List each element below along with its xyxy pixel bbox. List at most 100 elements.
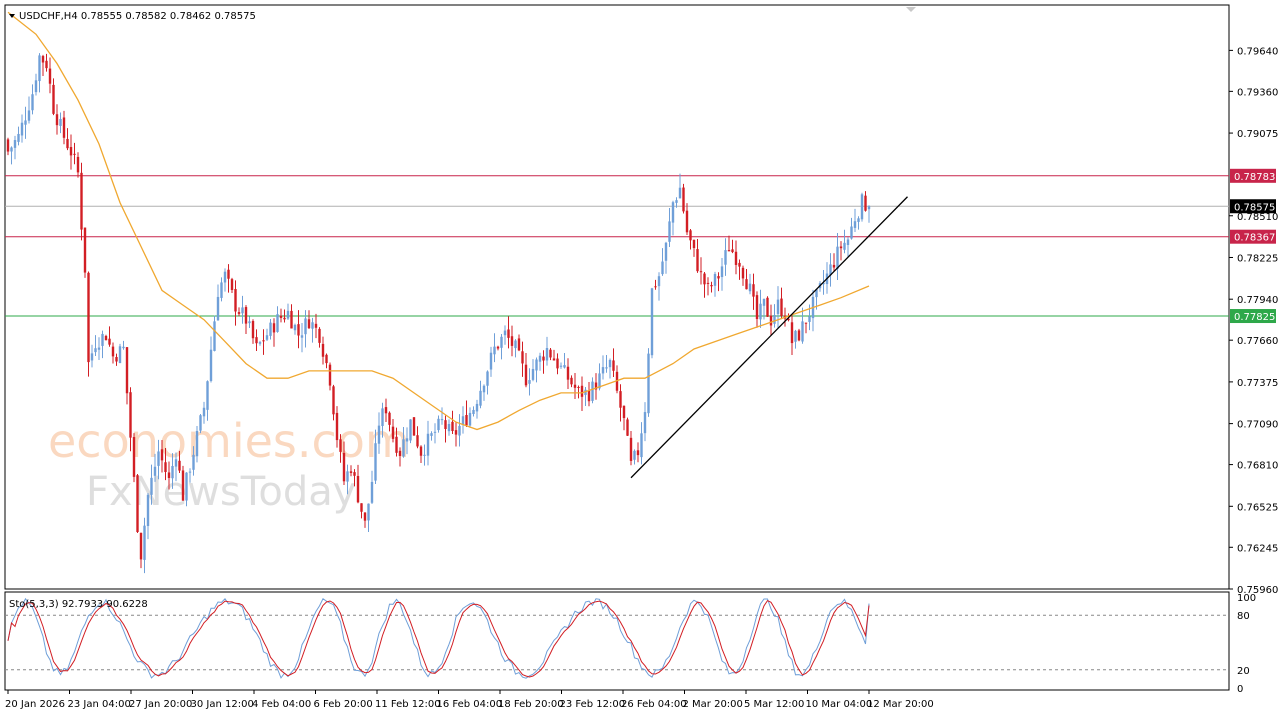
candle-body [188, 471, 192, 473]
candle-body [486, 371, 489, 386]
candle-body [192, 454, 195, 470]
candle-body [447, 423, 451, 432]
candle-body [766, 297, 769, 317]
candle-body [738, 262, 741, 267]
candle-body [41, 56, 45, 63]
candle-body [423, 454, 426, 456]
dropdown-triangle-icon[interactable] [9, 14, 15, 18]
candle-body [335, 412, 339, 441]
price-pane [4, 4, 1230, 590]
candle-body [461, 416, 465, 425]
candle-body [612, 360, 615, 371]
price-tag-label: 0.78575 [1234, 202, 1275, 213]
candle-body [412, 417, 416, 436]
candle-body [157, 451, 160, 466]
x-tick-label: 4 Feb 04:00 [252, 699, 311, 710]
candle-body [500, 336, 503, 348]
candle-body [10, 147, 13, 152]
symbol-header: USDCHF,H4 0.78555 0.78582 0.78462 0.7857… [19, 11, 256, 22]
candle-body [363, 512, 367, 521]
candle-body [388, 412, 391, 425]
candle-body [108, 338, 111, 345]
candle-body [636, 450, 640, 456]
candle-body [752, 284, 755, 297]
candle-body [465, 414, 468, 426]
price-tag-bg [1230, 168, 1276, 183]
candle-body [62, 117, 66, 138]
candle-body [822, 282, 825, 285]
price-tag-label: 0.77825 [1234, 312, 1275, 323]
candle-body [38, 55, 41, 82]
candle-body [370, 481, 374, 503]
candle-body [283, 317, 286, 320]
candle-body [430, 433, 433, 436]
candle-body [748, 283, 752, 292]
candle-body [290, 310, 293, 329]
candle-body [563, 365, 566, 368]
candle-body [755, 295, 759, 320]
candle-body [797, 330, 801, 341]
candle-body [223, 271, 227, 283]
candle-body [573, 384, 577, 388]
chart-shift-marker-icon[interactable] [906, 7, 916, 12]
candle-body [395, 436, 398, 453]
candle-body [545, 348, 549, 361]
candle-body [762, 298, 766, 306]
candle-body [314, 323, 318, 328]
candle-body [125, 347, 129, 394]
candle-body [279, 315, 283, 318]
candle-body [433, 431, 437, 433]
x-tick-label: 30 Jan 12:00 [191, 699, 254, 710]
stochastic-y-tick-label: 20 [1237, 666, 1250, 677]
moving-average-layer [7, 11, 870, 431]
candle-body [671, 202, 675, 223]
candle-body [118, 346, 122, 364]
candle-body [440, 419, 444, 421]
stochastic-pane [4, 591, 1230, 691]
candle-body [650, 288, 654, 356]
candle-body [419, 446, 423, 456]
candle-body [846, 239, 850, 245]
y-tick-label: 0.77940 [1237, 295, 1278, 306]
candle-body [311, 322, 314, 329]
x-tick-label: 10 Mar 04:00 [806, 699, 873, 710]
candle-body [724, 250, 727, 265]
candle-body [454, 430, 458, 435]
candle-body [171, 466, 174, 479]
y-tick-label: 0.77375 [1237, 378, 1278, 389]
candle-body [160, 449, 164, 461]
candle-body [342, 452, 346, 482]
x-tick-label: 18 Feb 20:00 [498, 699, 564, 710]
candle-body [836, 246, 839, 269]
stochastic-y-tick-label: 0 [1237, 684, 1243, 695]
candle-body [251, 321, 255, 339]
candle-body [633, 450, 636, 460]
candle-body [115, 357, 118, 362]
candle-body [174, 459, 178, 467]
candle-body [139, 532, 143, 560]
candle-body [769, 315, 773, 326]
candle-body [594, 382, 598, 390]
ascending-trendline [630, 196, 908, 479]
candle-body [262, 340, 265, 342]
y-tick-label: 0.79075 [1237, 129, 1278, 140]
candle-body [629, 437, 633, 461]
candle-body [538, 355, 542, 362]
candle-body [377, 425, 381, 444]
trendline-layer [630, 196, 908, 479]
y-tick-label: 0.77090 [1237, 420, 1278, 431]
candle-body [717, 276, 720, 279]
candle-body [622, 405, 626, 419]
candle-body [346, 471, 349, 482]
candle-body [24, 120, 27, 125]
candle-body [556, 358, 559, 369]
x-tick-label: 23 Jan 04:00 [68, 699, 131, 710]
candle-body [528, 380, 531, 384]
candle-body [458, 425, 461, 436]
candle-body [136, 475, 139, 533]
candle-body [657, 276, 661, 287]
candle-body [507, 329, 510, 338]
candle-body [451, 421, 454, 432]
candle-body [94, 348, 97, 353]
stochastic-main-line [7, 597, 870, 679]
